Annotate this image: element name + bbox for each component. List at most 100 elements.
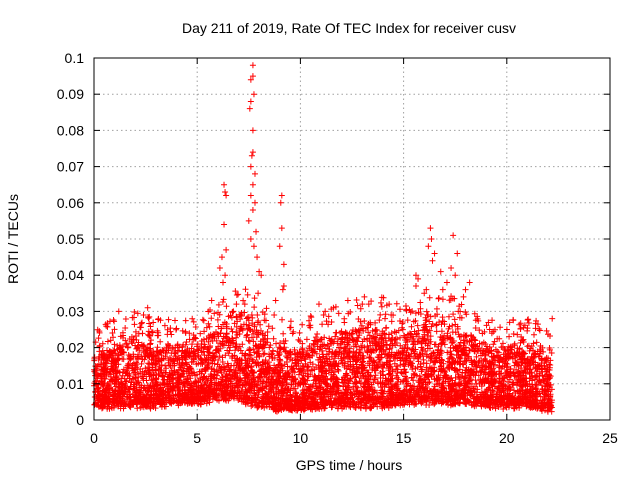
data-point [183, 368, 190, 375]
data-point [195, 384, 202, 391]
data-point [389, 342, 396, 349]
data-point [341, 345, 348, 352]
data-point [160, 376, 167, 383]
data-point [359, 370, 366, 377]
data-point [237, 323, 244, 330]
data-point [145, 364, 152, 371]
data-point [432, 352, 439, 359]
data-point [169, 372, 176, 379]
data-point [385, 401, 392, 408]
data-point [428, 387, 435, 394]
data-point [529, 377, 536, 384]
data-point [118, 387, 125, 394]
data-point [480, 392, 487, 399]
data-point [240, 321, 247, 328]
data-point [403, 391, 410, 398]
data-point [433, 392, 440, 399]
data-point [522, 393, 529, 400]
data-point [388, 330, 395, 337]
data-point [146, 367, 153, 374]
data-point [413, 331, 420, 338]
data-point [431, 401, 438, 408]
data-point [307, 371, 314, 378]
data-point [133, 397, 140, 404]
data-point [328, 375, 335, 382]
data-point [350, 386, 357, 393]
data-point [349, 326, 356, 333]
data-point [453, 386, 460, 393]
data-point [204, 377, 211, 384]
data-point [223, 331, 230, 338]
data-point [297, 365, 304, 372]
data-point [452, 329, 459, 336]
data-point [391, 360, 398, 367]
data-point [371, 362, 378, 369]
data-point [259, 359, 266, 366]
data-point [354, 384, 361, 391]
data-point [315, 377, 322, 384]
data-point [254, 396, 261, 403]
data-point [255, 362, 262, 369]
data-point [265, 395, 272, 402]
data-point [249, 358, 256, 365]
data-point [163, 394, 170, 401]
data-point [403, 378, 410, 385]
data-point [330, 384, 337, 391]
data-point [216, 397, 223, 404]
data-point [357, 404, 364, 411]
data-point [364, 343, 371, 350]
data-point [476, 357, 483, 364]
data-point [403, 337, 410, 344]
data-point [310, 396, 317, 403]
data-point [266, 364, 273, 371]
data-point [456, 342, 463, 349]
data-point [100, 359, 107, 366]
data-point [321, 397, 328, 404]
data-point [360, 373, 367, 380]
data-point [242, 390, 249, 397]
data-point [392, 381, 399, 388]
data-point [490, 388, 497, 395]
data-point [456, 354, 463, 361]
data-point [119, 343, 126, 350]
data-point [111, 341, 118, 348]
data-point [283, 374, 290, 381]
data-point [514, 358, 521, 365]
data-point [338, 390, 345, 397]
data-point [359, 344, 366, 351]
data-point [425, 396, 432, 403]
data-point [375, 380, 382, 387]
data-point [238, 360, 245, 367]
data-point [243, 359, 250, 366]
data-point [158, 356, 165, 363]
data-point [539, 344, 546, 351]
data-point [260, 351, 267, 358]
data-point [433, 328, 440, 335]
data-point [497, 394, 504, 401]
data-point [431, 383, 438, 390]
data-point [244, 360, 251, 367]
data-point [496, 364, 503, 371]
data-point [461, 374, 468, 381]
data-point [233, 343, 240, 350]
data-point [150, 369, 157, 376]
data-point [373, 390, 380, 397]
data-point [335, 360, 342, 367]
data-point [472, 383, 479, 390]
data-point [325, 362, 332, 369]
data-point [367, 403, 374, 410]
data-point [384, 351, 391, 358]
data-point [425, 374, 432, 381]
data-point [346, 354, 353, 361]
data-point [420, 335, 427, 342]
data-point [433, 375, 440, 382]
data-point [448, 395, 455, 402]
data-point [183, 378, 190, 385]
data-point [195, 347, 202, 354]
data-point [541, 407, 548, 414]
data-point [386, 346, 393, 353]
data-point [540, 376, 547, 383]
data-point [201, 390, 208, 397]
data-point [212, 353, 219, 360]
data-point [447, 334, 454, 341]
